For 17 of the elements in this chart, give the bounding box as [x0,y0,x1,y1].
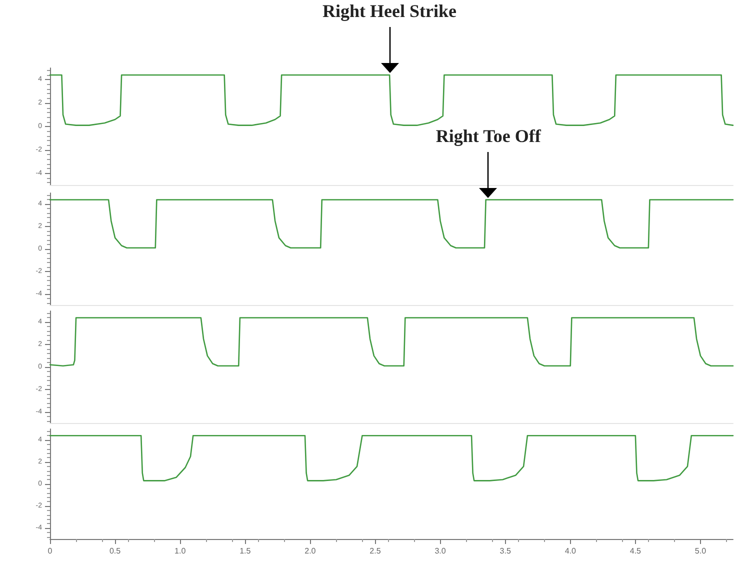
annotation: Right Toe Off [434,126,542,147]
x-tick-label: 4.0 [564,546,576,556]
x-tick-label: 3.5 [500,546,512,556]
line-series [49,199,734,249]
x-tick-label: 1.0 [174,546,186,556]
line-series [49,434,734,482]
x-tick-label: 5.0 [694,546,707,556]
annotation: Right Heel Strike [322,1,458,22]
x-tick-label: 3.0 [434,546,446,556]
line-series [49,74,734,126]
x-tick-label: 1.5 [240,546,252,556]
x-tick-label: 4.5 [630,546,642,556]
x-tick-label: 0.5 [109,546,122,556]
x-tick-label: 2.5 [370,546,382,556]
line-series [49,317,734,367]
x-tick-label: 2.0 [304,546,316,556]
x-tick-label: 0 [48,546,53,556]
